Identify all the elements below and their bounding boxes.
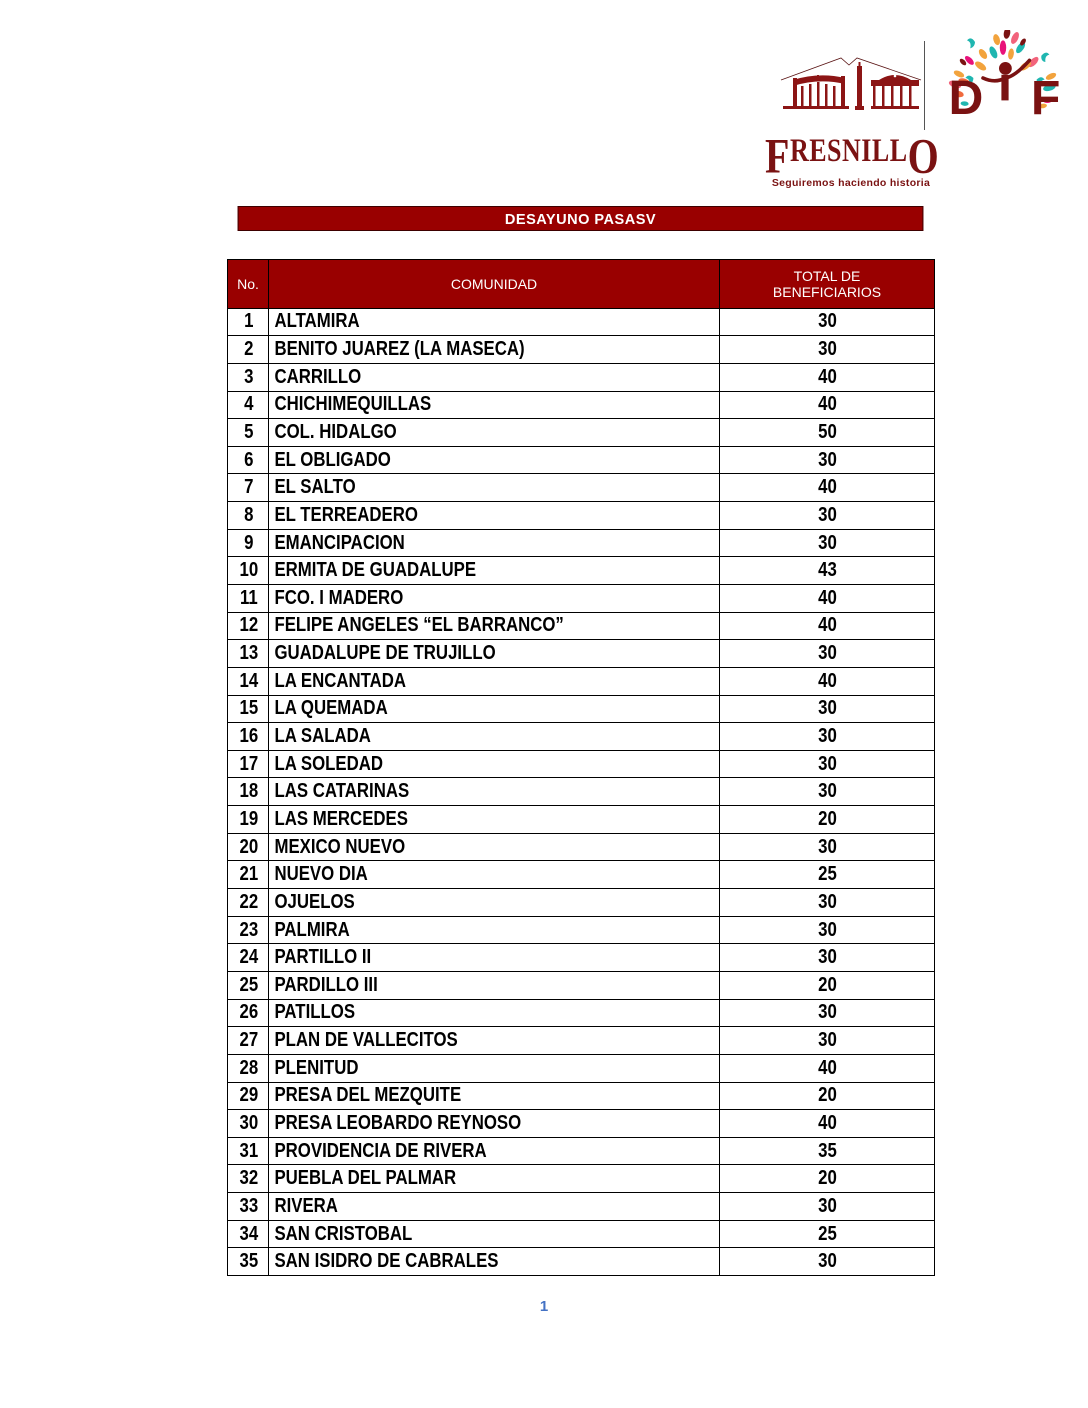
svg-text:F: F xyxy=(1031,72,1060,116)
svg-text:D: D xyxy=(949,72,984,116)
